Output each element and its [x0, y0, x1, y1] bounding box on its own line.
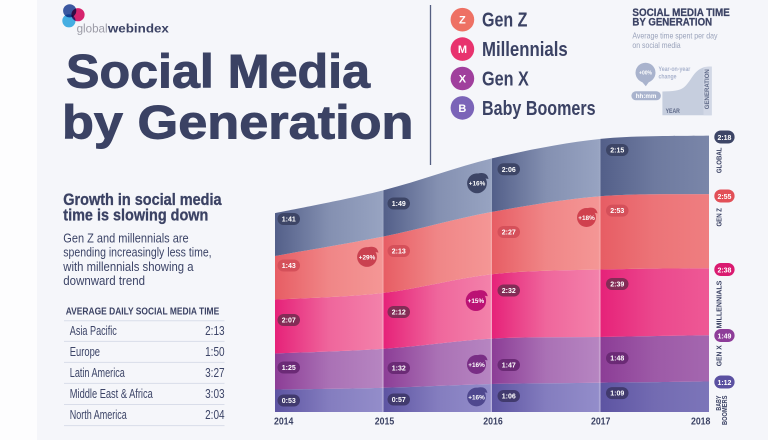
svg-text:YEAR: YEAR [666, 108, 681, 115]
svg-text:Year-on-year: Year-on-year [659, 66, 691, 73]
svg-text:Gen X: Gen X [482, 69, 529, 91]
svg-text:time is slowing down: time is slowing down [63, 206, 208, 225]
svg-text:webindex: webindex [107, 21, 169, 35]
svg-text:2:39: 2:39 [610, 282, 624, 289]
svg-text:2:12: 2:12 [392, 310, 406, 317]
svg-text:2:18: 2:18 [717, 135, 731, 142]
svg-text:spending increasingly less tim: spending increasingly less time, [63, 246, 211, 260]
svg-text:BY GENERATION: BY GENERATION [632, 17, 712, 29]
svg-text:change: change [659, 73, 677, 80]
svg-text:with millennials showing a: with millennials showing a [62, 260, 193, 274]
svg-text:2:13: 2:13 [205, 324, 225, 338]
svg-text:1:25: 1:25 [282, 365, 296, 372]
svg-text:Gen Z: Gen Z [482, 10, 527, 32]
svg-text:2:55: 2:55 [717, 194, 731, 201]
svg-text:+18%: +18% [578, 215, 595, 222]
svg-text:Average time spent per day: Average time spent per day [632, 31, 718, 40]
svg-text:2015: 2015 [375, 417, 395, 428]
svg-text:on social media: on social media [632, 41, 681, 50]
svg-text:1:41: 1:41 [282, 217, 296, 224]
svg-text:SOCIAL MEDIA TIME: SOCIAL MEDIA TIME [632, 7, 729, 19]
svg-text:1:09: 1:09 [610, 391, 624, 398]
svg-text:Gen Z and millennials are: Gen Z and millennials are [63, 232, 188, 246]
svg-text:Growth in social media: Growth in social media [63, 190, 222, 209]
svg-text:Baby Boomers: Baby Boomers [482, 98, 596, 120]
svg-text:Z: Z [459, 15, 466, 27]
svg-text:1:32: 1:32 [392, 366, 406, 373]
svg-text:downward trend: downward trend [63, 274, 145, 288]
svg-text:0:57: 0:57 [392, 397, 406, 404]
svg-text:Europe: Europe [70, 345, 100, 359]
svg-text:2:06: 2:06 [502, 167, 516, 174]
svg-text:Asia Pacific: Asia Pacific [70, 324, 117, 338]
svg-text:M: M [458, 44, 467, 56]
svg-text:+29%: +29% [359, 254, 376, 261]
svg-text:2017: 2017 [591, 417, 611, 428]
svg-text:1:50: 1:50 [205, 345, 225, 359]
svg-text:B: B [458, 103, 466, 115]
svg-text:by Generation: by Generation [62, 96, 414, 149]
svg-text:2:15: 2:15 [610, 148, 624, 155]
svg-text:GEN Z: GEN Z [715, 208, 724, 227]
svg-text:MILLENNIALS: MILLENNIALS [715, 281, 724, 329]
svg-text:2:13: 2:13 [392, 249, 406, 256]
svg-text:1:48: 1:48 [610, 356, 624, 363]
svg-text:AVERAGE DAILY SOCIAL MEDIA TIM: AVERAGE DAILY SOCIAL MEDIA TIME [66, 306, 220, 317]
svg-text:2014: 2014 [274, 417, 294, 428]
svg-text:1:49: 1:49 [392, 201, 406, 208]
svg-text:0:53: 0:53 [282, 398, 296, 405]
svg-text:+16%: +16% [469, 181, 486, 188]
svg-text:+15%: +15% [468, 298, 485, 305]
svg-text:2:53: 2:53 [610, 208, 624, 215]
svg-text:North America: North America [70, 408, 127, 422]
svg-text:Millennials: Millennials [482, 39, 568, 61]
svg-text:2:38: 2:38 [717, 267, 731, 274]
svg-text:2:04: 2:04 [205, 408, 225, 422]
svg-text:GEN X: GEN X [715, 345, 724, 366]
svg-text:GLOBAL: GLOBAL [715, 147, 724, 173]
svg-text:1:06: 1:06 [502, 394, 516, 401]
svg-text:X: X [459, 74, 467, 86]
svg-text:1:47: 1:47 [502, 363, 516, 370]
svg-text:GENERATION: GENERATION [704, 69, 711, 110]
svg-text:1:49: 1:49 [717, 333, 731, 340]
svg-text:Latin America: Latin America [70, 366, 125, 380]
svg-text:2:07: 2:07 [282, 318, 296, 325]
svg-text:1:12: 1:12 [717, 380, 731, 387]
svg-text:BABY: BABY [714, 396, 723, 411]
svg-text:global: global [77, 21, 108, 35]
svg-text:1:43: 1:43 [282, 263, 296, 270]
svg-text:Middle East & Africa: Middle East & Africa [70, 387, 153, 401]
svg-text:2018: 2018 [691, 417, 711, 428]
svg-text:2:27: 2:27 [502, 230, 516, 237]
svg-text:Social Media: Social Media [66, 45, 371, 98]
svg-text:hh:mm: hh:mm [636, 93, 657, 100]
svg-text:+16%: +16% [468, 362, 485, 369]
svg-text:2016: 2016 [483, 417, 503, 428]
svg-text:2:32: 2:32 [502, 288, 516, 295]
svg-text:3:03: 3:03 [205, 387, 225, 401]
svg-text:+16%: +16% [468, 394, 485, 401]
svg-text:+00%: +00% [639, 70, 652, 76]
svg-text:3:27: 3:27 [205, 366, 225, 380]
svg-text:BOOMERS: BOOMERS [720, 396, 729, 425]
